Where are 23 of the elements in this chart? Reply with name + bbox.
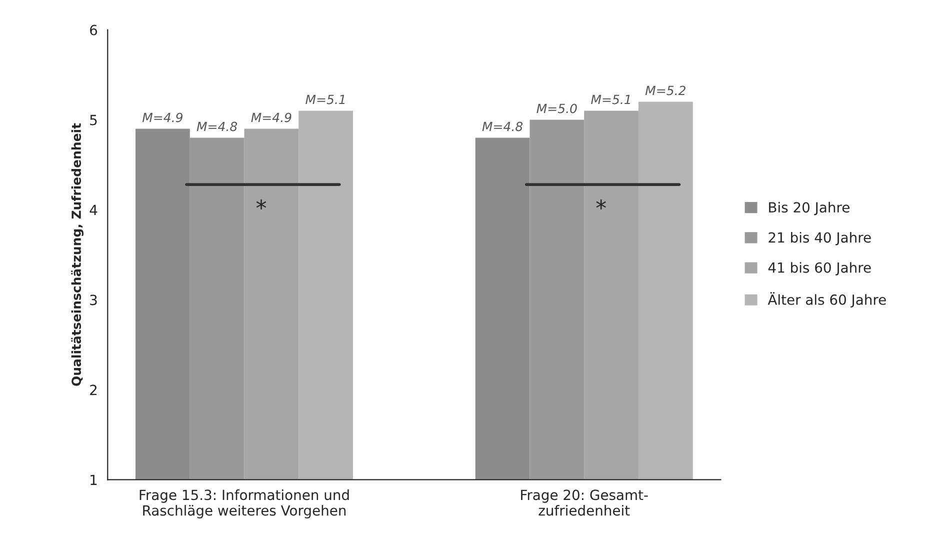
y-tick-label: 6 [90, 24, 98, 36]
data-label: M=5.2 [645, 86, 686, 96]
data-label: M=4.8 [482, 122, 523, 132]
x-tick-label: Frage 15.3: Informationen und Raschläge weiteres Vorgehen [140, 489, 349, 518]
legend-label: 21 bis 40 Jahre [768, 232, 871, 246]
y-tick-label: 5 [90, 114, 97, 126]
legend-label: Älter als 60 Jahre [768, 292, 886, 308]
data-label: M=5.1 [306, 94, 344, 104]
legend-label: Bis 20 Jahre [769, 202, 850, 216]
y-tick-label: 2 [90, 384, 97, 395]
x-tick-label: Frage 20: Gesamt- zufriedenheit [521, 490, 648, 516]
data-label: M=5.1 [591, 94, 630, 104]
data-label: M=4.8 [196, 122, 238, 132]
data-label: M=5.0 [536, 104, 577, 114]
data-label: M=4.9 [142, 112, 182, 122]
y-tick-label: 1 [90, 474, 97, 485]
data-label: M=4.9 [251, 112, 292, 122]
annotation: * [596, 199, 606, 210]
y-tick-label: 4 [90, 204, 98, 216]
y-tick-label: 3 [90, 294, 97, 306]
legend-label: 41 bis 60 Jahre [768, 262, 871, 276]
y-axis-title: Qualitätseinschätzung, Zufriedenheit [71, 123, 84, 386]
annotation: * [256, 199, 266, 210]
